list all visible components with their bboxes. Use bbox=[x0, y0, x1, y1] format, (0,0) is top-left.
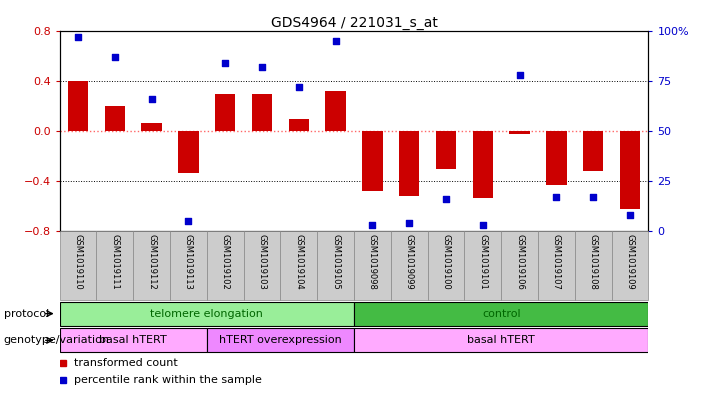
Bar bbox=[510, 131, 530, 134]
Bar bbox=[354, 328, 648, 353]
Point bbox=[367, 222, 378, 229]
Bar bbox=[252, 94, 272, 131]
Point bbox=[477, 222, 489, 229]
Point bbox=[109, 54, 121, 61]
Bar bbox=[215, 94, 236, 131]
Point bbox=[293, 84, 304, 91]
Bar bbox=[104, 107, 125, 131]
Text: control: control bbox=[482, 309, 521, 319]
Text: GSM1019107: GSM1019107 bbox=[552, 233, 561, 289]
Point bbox=[404, 220, 415, 227]
Bar bbox=[170, 231, 207, 300]
Bar bbox=[538, 231, 575, 300]
Point bbox=[440, 196, 451, 203]
Point bbox=[625, 212, 636, 219]
Text: GSM1019108: GSM1019108 bbox=[589, 233, 598, 289]
Text: GSM1019099: GSM1019099 bbox=[404, 233, 414, 289]
Bar bbox=[583, 131, 604, 171]
Point bbox=[551, 194, 562, 200]
Bar bbox=[354, 301, 648, 326]
Text: GSM1019109: GSM1019109 bbox=[625, 233, 634, 289]
Text: telomere elongation: telomere elongation bbox=[150, 309, 264, 319]
Text: transformed count: transformed count bbox=[74, 358, 177, 367]
Bar bbox=[97, 231, 133, 300]
Point bbox=[330, 38, 341, 44]
Text: percentile rank within the sample: percentile rank within the sample bbox=[74, 375, 261, 385]
Bar bbox=[60, 328, 207, 353]
Text: GSM1019105: GSM1019105 bbox=[331, 233, 340, 289]
Text: GSM1019106: GSM1019106 bbox=[515, 233, 524, 289]
Bar bbox=[68, 81, 88, 131]
Bar bbox=[289, 119, 309, 131]
Text: hTERT overexpression: hTERT overexpression bbox=[219, 335, 342, 345]
Bar bbox=[178, 131, 198, 173]
Bar bbox=[207, 328, 354, 353]
Bar bbox=[325, 92, 346, 131]
Point bbox=[219, 60, 231, 66]
Bar bbox=[546, 131, 566, 185]
Text: GSM1019098: GSM1019098 bbox=[368, 233, 377, 289]
Bar bbox=[133, 231, 170, 300]
Text: genotype/variation: genotype/variation bbox=[4, 335, 109, 345]
Bar bbox=[280, 231, 318, 300]
Point bbox=[514, 72, 525, 79]
Bar bbox=[207, 231, 244, 300]
Bar bbox=[501, 231, 538, 300]
Bar bbox=[465, 231, 501, 300]
Bar bbox=[142, 123, 162, 131]
Bar bbox=[60, 301, 354, 326]
Text: protocol: protocol bbox=[4, 309, 49, 319]
Text: GSM1019101: GSM1019101 bbox=[478, 233, 487, 289]
Text: GSM1019111: GSM1019111 bbox=[110, 233, 119, 289]
Point bbox=[587, 194, 599, 200]
Text: GSM1019100: GSM1019100 bbox=[442, 233, 451, 289]
Point bbox=[72, 34, 83, 40]
Bar bbox=[354, 231, 391, 300]
Text: GSM1019110: GSM1019110 bbox=[74, 233, 83, 289]
Bar bbox=[575, 231, 612, 300]
Point bbox=[183, 219, 194, 225]
Bar bbox=[244, 231, 280, 300]
Text: GSM1019113: GSM1019113 bbox=[184, 233, 193, 289]
Text: basal hTERT: basal hTERT bbox=[468, 335, 535, 345]
Point bbox=[257, 64, 268, 71]
Text: GSM1019104: GSM1019104 bbox=[294, 233, 304, 289]
Point bbox=[146, 96, 157, 103]
Bar bbox=[399, 131, 419, 196]
Bar bbox=[612, 231, 648, 300]
Bar bbox=[620, 131, 640, 209]
Title: GDS4964 / 221031_s_at: GDS4964 / 221031_s_at bbox=[271, 17, 437, 30]
Bar bbox=[60, 231, 96, 300]
Bar bbox=[472, 131, 493, 198]
Text: GSM1019103: GSM1019103 bbox=[257, 233, 266, 289]
Bar bbox=[436, 131, 456, 169]
Bar bbox=[391, 231, 428, 300]
Text: GSM1019112: GSM1019112 bbox=[147, 233, 156, 289]
Bar bbox=[362, 131, 383, 191]
Text: basal hTERT: basal hTERT bbox=[100, 335, 167, 345]
Text: GSM1019102: GSM1019102 bbox=[221, 233, 230, 289]
Bar bbox=[317, 231, 354, 300]
Bar bbox=[428, 231, 465, 300]
